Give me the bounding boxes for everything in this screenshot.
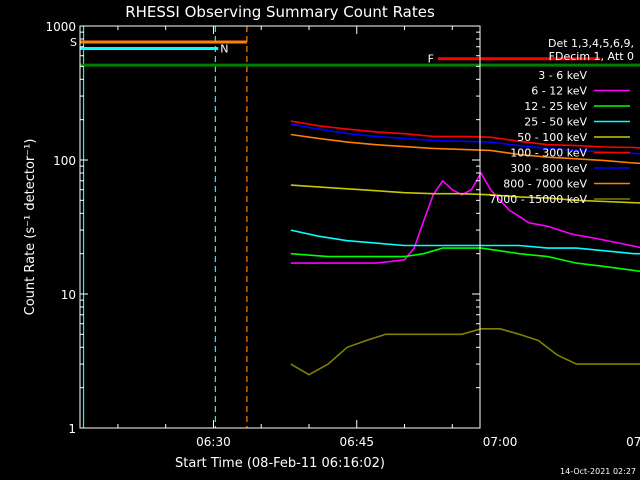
plot-area: SNFRD0RD6110100100006:3006:4507:0007:150… <box>45 20 640 449</box>
flag-label-s: S <box>70 36 77 49</box>
legend-entry-label: 3 - 6 keV <box>538 69 587 82</box>
y-axis-label: Count Rate (s⁻¹ detector⁻¹) <box>23 139 38 316</box>
legend-entry-label: 50 - 100 keV <box>517 131 587 144</box>
series-line-1 <box>290 171 640 264</box>
legend-entry-label: 7000 - 15000 keV <box>489 193 587 206</box>
y-tick-label: 100 <box>53 154 76 168</box>
series-line-4 <box>290 184 640 204</box>
y-tick-label: 1000 <box>45 20 76 34</box>
legend-entry-label: 25 - 50 keV <box>524 116 587 129</box>
flag-label-f: F <box>428 53 434 66</box>
y-tick-label: 1 <box>68 422 76 436</box>
legend-entry-label: 6 - 12 keV <box>531 85 587 98</box>
series-line-0 <box>290 205 640 349</box>
x-tick-label: 07:15 <box>626 435 640 449</box>
legend-entry-label: 100 - 300 keV <box>510 147 587 160</box>
timestamp: 14-Oct-2021 02:27 <box>560 467 636 476</box>
legend: Det 1,3,4,5,6,9,FDecim 1, Att 0 3 - 6 keV… <box>489 37 634 206</box>
legend-entry-label: 300 - 800 keV <box>510 162 587 175</box>
x-axis-label: Start Time (08-Feb-11 06:16:02) <box>175 456 385 471</box>
series-line-7 <box>290 133 640 165</box>
x-tick-label: 06:45 <box>339 435 374 449</box>
legend-entry-label: 12 - 25 keV <box>524 100 587 113</box>
flag-label-n: N <box>220 42 228 55</box>
legend-header-decim: FDecim 1, Att 0 <box>549 50 634 63</box>
legend-entry-label: 800 - 7000 keV <box>503 178 587 191</box>
series-line-6 <box>290 123 640 155</box>
series-line-8 <box>290 327 640 376</box>
legend-header-detectors: Det 1,3,4,5,6,9, <box>548 37 634 50</box>
x-tick-label: 06:30 <box>196 435 231 449</box>
series-line-3 <box>290 229 640 255</box>
series-line-5 <box>290 120 640 149</box>
chart-title: RHESSI Observing Summary Count Rates <box>125 3 435 21</box>
x-tick-label: 07:00 <box>483 435 518 449</box>
series-line-2 <box>290 247 640 273</box>
axes-frame <box>79 25 481 429</box>
y-tick-label: 10 <box>61 288 76 302</box>
